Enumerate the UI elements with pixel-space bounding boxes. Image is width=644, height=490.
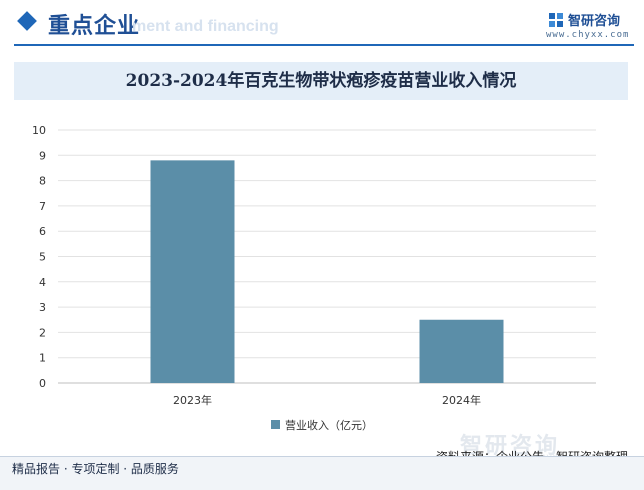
grid-lines <box>58 129 596 384</box>
legend-swatch <box>271 420 280 430</box>
x-axis-ticks: 2023年 2024年 <box>173 393 481 407</box>
footer-bar <box>0 456 644 490</box>
y-tick-label: 8 <box>39 175 46 188</box>
y-tick-label: 0 <box>39 377 46 390</box>
y-tick-label: 9 <box>39 149 46 162</box>
x-tick-label: 2024年 <box>442 393 481 407</box>
y-axis-ticks: 0 1 2 3 4 5 6 7 8 9 10 <box>32 124 46 390</box>
bar-chart: 0 1 2 3 4 5 6 7 8 9 10 2023年 2024年 <box>32 124 596 407</box>
brand-url: www.chyxx.com <box>546 30 630 40</box>
footer-tagline: 精品报告 · 专项定制 · 品质服务 <box>12 462 179 476</box>
y-tick-label: 1 <box>39 352 46 365</box>
faint-subtitle: ment and financing <box>132 18 279 35</box>
header-bar: 重点企业 ment and financing 智研咨询 www.chyxx.c… <box>0 0 644 52</box>
chyxx-logo-icon <box>549 13 563 27</box>
bar-1 <box>150 160 235 383</box>
brand-name: 智研咨询 <box>568 14 621 29</box>
legend: 营业收入（亿元） <box>0 416 644 436</box>
y-tick-label: 5 <box>39 251 46 264</box>
bars <box>150 160 504 383</box>
y-tick-label: 4 <box>39 276 46 289</box>
legend-label: 营业收入（亿元） <box>285 418 373 432</box>
y-tick-label: 6 <box>39 225 46 238</box>
footer-divider <box>0 456 644 457</box>
bar-2 <box>419 319 504 383</box>
chart-title: 2023-2024年百克生物带状疱疹疫苗营业收入情况 <box>125 71 517 91</box>
chart-title-band: 2023-2024年百克生物带状疱疹疫苗营业收入情况 <box>14 62 628 100</box>
header-divider <box>14 44 634 46</box>
y-tick-label: 2 <box>39 326 46 339</box>
watermark-text: 智研咨询 <box>460 434 561 459</box>
y-tick-label: 7 <box>39 200 46 213</box>
section-title: 重点企业 <box>48 14 141 39</box>
y-tick-label: 10 <box>32 124 46 137</box>
x-tick-label: 2023年 <box>173 393 212 407</box>
y-tick-label: 3 <box>39 301 46 314</box>
